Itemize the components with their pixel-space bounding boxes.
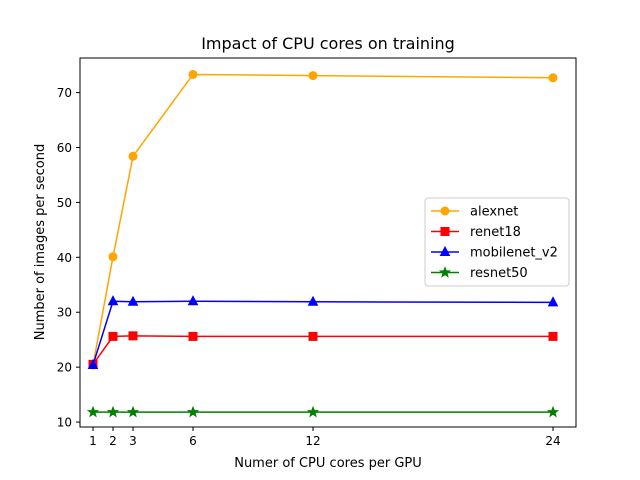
- legend: alexnet renet18 mobilenet_v2 resnet50: [424, 197, 570, 287]
- chart-title: Impact of CPU cores on training: [201, 34, 455, 53]
- data-point: [106, 405, 120, 418]
- legend-label: resnet50: [470, 266, 528, 281]
- data-point: [546, 405, 560, 418]
- data-point: [86, 405, 100, 418]
- data-point: [107, 295, 119, 306]
- x-tick-label: 1: [89, 434, 97, 448]
- data-point: [548, 331, 558, 341]
- legend-item: mobilenet_v2: [431, 246, 558, 261]
- data-point: [306, 405, 320, 418]
- y-tick-label: 50: [57, 196, 72, 210]
- data-point: [108, 331, 118, 341]
- data-point: [547, 296, 559, 307]
- data-point: [308, 331, 318, 341]
- data-point: [108, 252, 118, 262]
- series-resnet50: [86, 405, 560, 418]
- legend-box: [424, 197, 570, 287]
- legend-item: resnet50: [431, 266, 528, 281]
- y-axis-ticks: 10 20 30 40 50 60 70: [57, 86, 80, 430]
- data-point: [128, 151, 138, 161]
- legend-item: alexnet: [431, 205, 518, 220]
- legend-marker: [440, 227, 450, 236]
- data-point: [188, 69, 198, 79]
- data-point: [128, 331, 138, 341]
- legend-marker: [439, 245, 451, 256]
- data-point: [127, 295, 139, 306]
- x-axis-label: Numer of CPU cores per GPU: [234, 456, 422, 471]
- data-point: [87, 358, 99, 369]
- legend-label: alexnet: [470, 205, 518, 220]
- y-tick-label: 40: [57, 251, 72, 265]
- y-tick-label: 20: [57, 361, 72, 375]
- y-tick-label: 60: [57, 141, 72, 155]
- data-point: [188, 331, 198, 341]
- x-tick-label: 2: [109, 434, 117, 448]
- x-tick-label: 24: [545, 434, 560, 448]
- data-point: [548, 73, 558, 83]
- data-point: [307, 295, 319, 306]
- legend-label: renet18: [470, 225, 521, 240]
- data-point: [308, 71, 318, 81]
- x-tick-label: 3: [129, 434, 137, 448]
- series-mobilenet_v2: [87, 295, 559, 369]
- legend-marker: [438, 266, 452, 278]
- y-tick-label: 30: [57, 306, 72, 320]
- x-tick-label: 6: [189, 434, 197, 448]
- legend-marker: [440, 206, 450, 216]
- x-tick-label: 12: [305, 434, 320, 448]
- series-layer: [86, 69, 560, 418]
- plot-frame: [79, 57, 577, 428]
- data-point: [187, 295, 199, 306]
- legend-item: renet18: [431, 225, 521, 240]
- x-axis-ticks: 1 2 3 6 12 24: [89, 427, 561, 448]
- series-line: [92, 300, 554, 366]
- series-line: [92, 73, 554, 366]
- series-line: [92, 335, 553, 365]
- y-axis-label: Number of images per second: [33, 144, 48, 341]
- data-point: [186, 405, 200, 418]
- data-point: [126, 405, 140, 418]
- legend-label: mobilenet_v2: [470, 246, 558, 261]
- y-tick-label: 10: [57, 416, 72, 430]
- y-tick-label: 70: [57, 86, 72, 100]
